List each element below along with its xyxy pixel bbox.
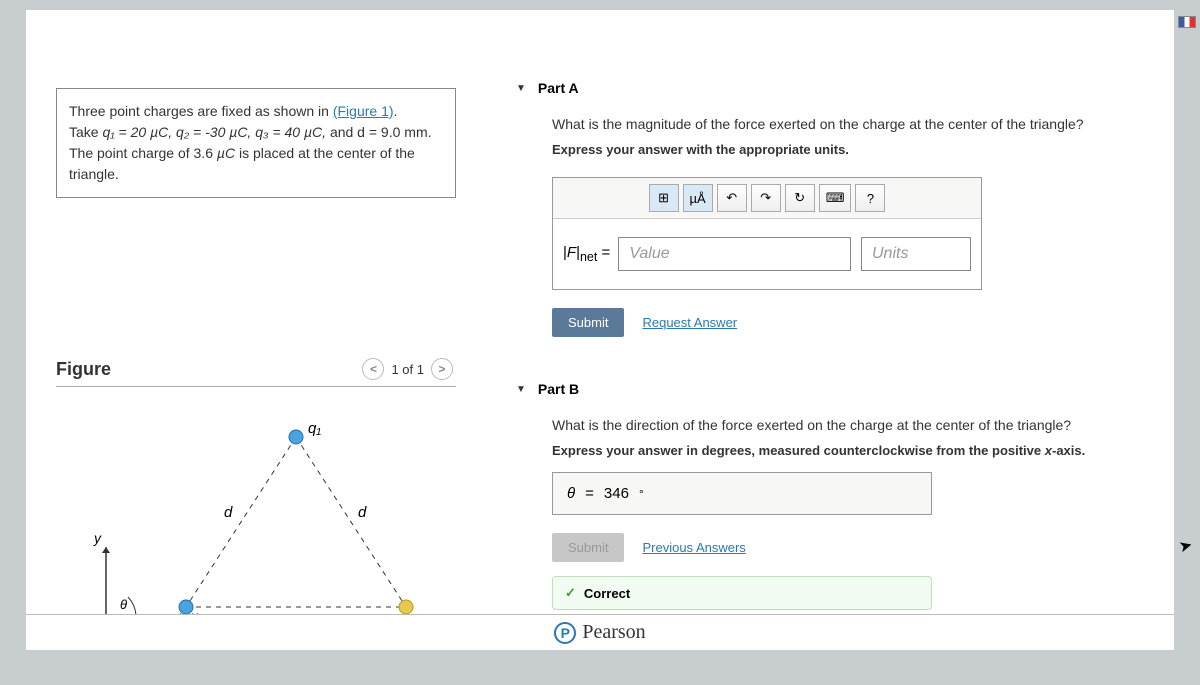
pearson-p-icon: P (554, 622, 576, 644)
figure-header: Figure < 1 of 1 > (56, 358, 456, 380)
correct-text: Correct (584, 586, 630, 601)
templates-button[interactable]: ⊞ (649, 184, 679, 212)
redo-button[interactable]: ↷ (751, 184, 781, 212)
figure-link[interactable]: (Figure 1) (333, 103, 394, 119)
figure-diagram: x y θ d d d q₁ q₂ q₃ (76, 407, 436, 647)
left-column: Three point charges are fixed as shown i… (56, 88, 456, 647)
q3-val: q₃ = 40 µC, (255, 124, 330, 140)
units-button[interactable]: µÅ (683, 184, 713, 212)
figure-prev-button[interactable]: < (362, 358, 384, 380)
answer-toolbar: ⊞ µÅ ↶ ↷ ↻ ⌨ ? (553, 178, 981, 218)
mouse-cursor-icon: ➤ (1176, 535, 1194, 558)
q2-val: q₂ = -30 µC, (176, 124, 255, 140)
figure-title: Figure (56, 359, 111, 380)
undo-button[interactable]: ↶ (717, 184, 747, 212)
d-right: d (358, 504, 367, 521)
problem-intro: Three point charges are fixed as shown i… (69, 103, 329, 119)
collapse-icon: ▼ (516, 384, 526, 395)
deg-symbol: ° (639, 487, 644, 501)
reset-button[interactable]: ↻ (785, 184, 815, 212)
pearson-text: Pearson (582, 621, 645, 644)
figure-pager: 1 of 1 (391, 362, 424, 377)
theta-value: 346 (604, 485, 629, 502)
muC: µC (217, 145, 235, 161)
submit-button-a[interactable]: Submit (552, 308, 624, 337)
check-icon: ✓ (565, 585, 576, 601)
take-label: Take (69, 124, 102, 140)
right-column: ▼ Part A What is the magnitude of the fo… (516, 72, 1176, 610)
answer-label: |F|net = (563, 244, 610, 264)
part-a-question: What is the magnitude of the force exert… (552, 116, 1176, 132)
part-a-instruction: Express your answer with the appropriate… (552, 142, 1176, 157)
d-left: d (224, 504, 233, 521)
value-input[interactable]: Value (618, 237, 851, 271)
correct-feedback: ✓ Correct (552, 576, 932, 610)
request-answer-link[interactable]: Request Answer (642, 315, 737, 330)
figure-next-button[interactable]: > (431, 358, 453, 380)
part-b-header[interactable]: ▼ Part B (516, 373, 1176, 405)
axis-y-label: y (93, 530, 102, 546)
part-a-title: Part A (538, 80, 579, 96)
keyboard-button[interactable]: ⌨ (819, 184, 852, 212)
theta-label: θ (567, 485, 575, 502)
window-flag-icon (1178, 16, 1196, 28)
part-a-header[interactable]: ▼ Part A (516, 72, 1176, 104)
part-b-question: What is the direction of the force exert… (552, 417, 1176, 433)
submit-button-b: Submit (552, 533, 624, 562)
part-b-instruction: Express your answer in degrees, measured… (552, 443, 1176, 458)
theta-label: θ (120, 597, 127, 612)
part-a-answer-panel: ⊞ µÅ ↶ ↷ ↻ ⌨ ? |F|net = Value Units (552, 177, 982, 290)
part-b-answer-field[interactable]: θ = 346 ° (552, 472, 932, 515)
pearson-footer: P Pearson (26, 614, 1174, 650)
q1-label: q₁ (308, 420, 321, 437)
part-b-title: Part B (538, 381, 579, 397)
help-button[interactable]: ? (855, 184, 885, 212)
collapse-icon: ▼ (516, 83, 526, 94)
figure-divider (56, 386, 456, 387)
previous-answers-link[interactable]: Previous Answers (642, 540, 745, 555)
q1-val: q₁ = 20 µC, (102, 124, 176, 140)
problem-statement: Three point charges are fixed as shown i… (56, 88, 456, 198)
units-input[interactable]: Units (861, 237, 971, 271)
pearson-logo: P Pearson (554, 621, 645, 644)
